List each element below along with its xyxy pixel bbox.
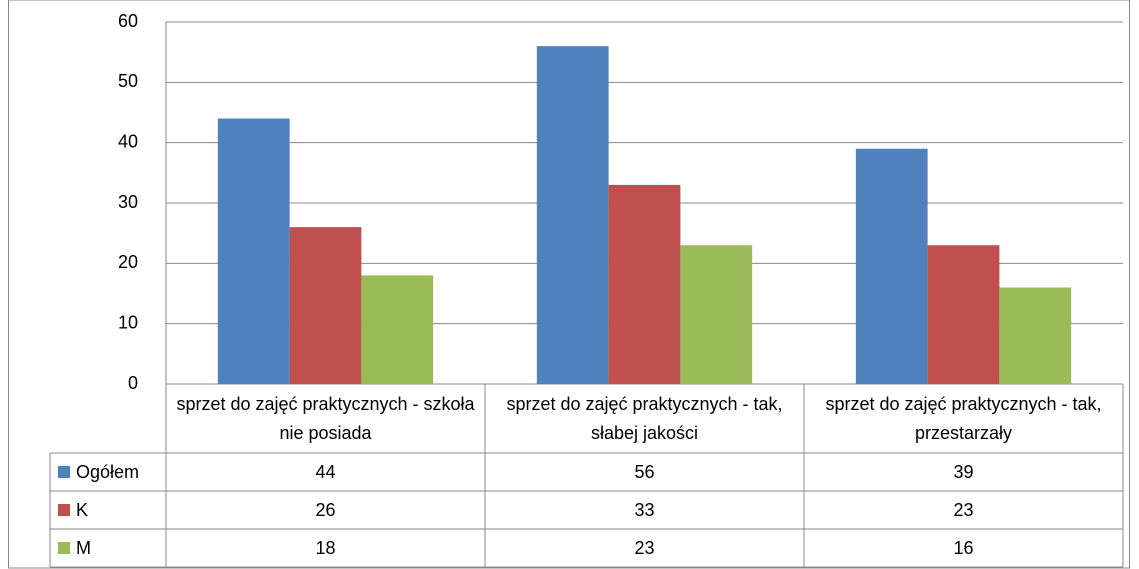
y-tick-label: 50 <box>118 71 138 91</box>
y-tick-label: 60 <box>118 11 138 31</box>
legend-label: Ogółem <box>76 461 140 482</box>
table-value: 39 <box>953 461 974 482</box>
bar <box>536 46 609 385</box>
y-tick-label: 40 <box>118 131 138 151</box>
legend-key <box>58 466 70 478</box>
y-tick-label: 10 <box>118 312 138 332</box>
chart-frame <box>8 0 1130 569</box>
bar <box>999 287 1072 384</box>
legend-key <box>58 504 70 516</box>
legend-label: M <box>76 537 91 558</box>
table-value: 26 <box>315 499 336 520</box>
bar <box>608 184 681 384</box>
bar <box>361 275 434 384</box>
table-value: 33 <box>634 499 655 520</box>
legend-label: K <box>76 499 89 520</box>
table-value: 23 <box>634 537 655 558</box>
table-value: 44 <box>315 461 336 482</box>
table-value: 16 <box>953 537 974 558</box>
y-tick-label: 20 <box>118 252 138 272</box>
x-tick-label: sprzet do zajęć praktycznych - tak, prze… <box>825 393 1102 443</box>
table-value: 56 <box>634 461 655 482</box>
y-tick-label: 0 <box>128 373 138 393</box>
x-tick-label: sprzet do zajęć praktycznych - szkoła ni… <box>176 393 475 443</box>
bar <box>217 118 290 385</box>
bar <box>680 245 753 384</box>
table-value: 18 <box>315 537 336 558</box>
x-tick-label: sprzet do zajęć praktycznych - tak, słab… <box>506 393 783 443</box>
legend-key <box>58 542 70 554</box>
y-tick-label: 30 <box>118 192 138 212</box>
table-value: 23 <box>953 499 974 520</box>
bar <box>855 148 928 384</box>
bar <box>927 245 1000 384</box>
bar <box>289 227 362 384</box>
